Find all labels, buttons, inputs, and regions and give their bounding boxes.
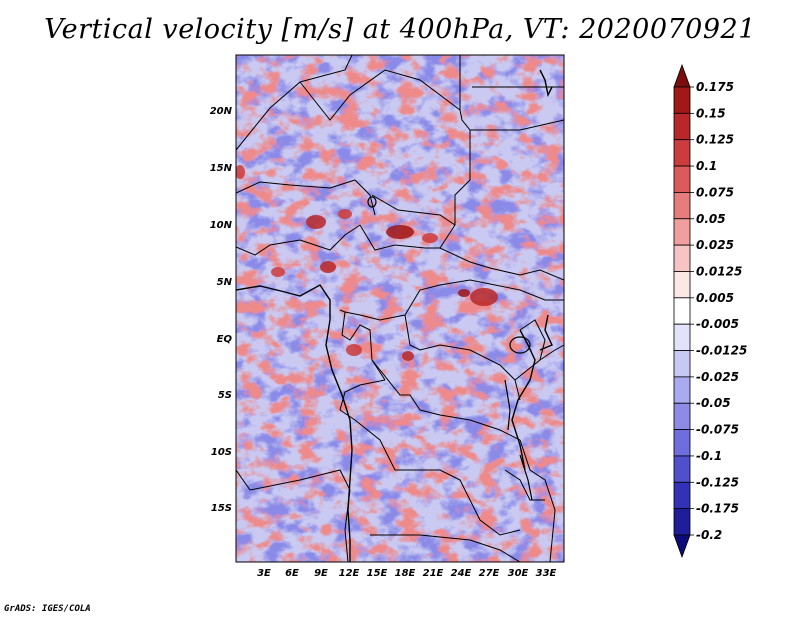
colorbar-swatch [673,376,691,404]
colorbar-label: 0.05 [696,212,726,226]
lon-tick-label: 3E [257,568,271,579]
colorbar-swatch [673,455,691,483]
colorbar-label: 0.075 [696,185,734,199]
colorbar-bottom-arrow [673,534,691,559]
colorbar-label: 0.125 [696,133,734,147]
lakes [367,196,533,501]
country-borders [236,55,564,562]
lon-tick-label: 9E [314,568,328,579]
lat-tick-label: 15N [210,163,233,174]
colorbar-swatch [673,165,691,193]
lat-tick-label: 5N [217,277,233,288]
colorbar-swatch [673,323,691,351]
velocity-field [236,55,564,562]
lat-tick-label: 15S [211,503,232,514]
colorbar-swatch [673,139,691,167]
lon-tick-label: 21E [423,568,444,579]
lat-tick-label: 20N [210,106,233,117]
lat-tick-label: 10N [210,220,233,231]
colorbar-label: -0.125 [696,475,739,489]
colorbar-label: -0.075 [696,423,739,437]
colorbar-label: -0.05 [696,396,731,410]
lat-tick-label: EQ [217,334,233,345]
colorbar-swatch [673,112,691,141]
latitude-axis: 20N 15N 10N 5N EQ 5S 10S 15S [210,106,233,514]
lon-tick-label: 6E [285,568,299,579]
colorbar-swatch [673,481,691,510]
colorbar-swatch [673,244,691,272]
lon-tick-label: 12E [339,568,360,579]
colorbar-top-arrow [673,63,691,88]
map-frame [235,54,565,563]
colorbar-swatch [673,271,691,299]
strong-updraft-cells [236,165,498,361]
colorbar-swatch [673,192,691,220]
colorbar-label: -0.005 [696,317,739,331]
lon-tick-label: 24E [451,568,472,579]
colorbar-label: 0.1 [696,159,717,173]
lat-tick-label: 5S [218,390,232,401]
colorbar-label: 0.175 [696,80,734,94]
colorbar-label: 0.025 [696,238,734,252]
map-title: Vertical velocity [m/s] at 400hPa, VT: 2… [44,14,756,45]
colorbar-label: -0.025 [696,370,739,384]
colorbar-label: -0.1 [696,449,722,463]
colorbar-label: -0.0125 [696,344,747,358]
lat-tick-label: 10S [211,447,232,458]
lon-tick-label: 27E [479,568,500,579]
colorbar-label: 0.005 [696,291,734,305]
colorbar-label: -0.2 [696,528,722,542]
colorbar: 0.175 0.15 0.125 0.1 0.075 0.05 0.025 0.0125 0.0… [673,63,747,559]
lon-tick-label: 33E [536,568,557,579]
colorbar-swatch [673,508,691,536]
colorbar-swatch [673,218,691,246]
colorbar-swatch [673,297,691,325]
colorbar-label: 0.0125 [696,264,742,278]
lon-tick-label: 15E [367,568,388,579]
lon-tick-label: 30E [508,568,529,579]
grads-credit: GrADS: IGES/COLA [4,604,91,614]
colorbar-swatch [673,429,691,457]
longitude-axis: 3E 6E 9E 12E 15E 18E 21E 24E 27E 30E 33E [257,568,556,579]
colorbar-label: 0.15 [696,106,726,120]
colorbar-swatch [673,350,691,378]
colorbar-swatch [673,402,691,430]
colorbar-label: -0.175 [696,502,739,516]
lon-tick-label: 18E [395,568,416,579]
colorbar-swatch [673,86,691,114]
